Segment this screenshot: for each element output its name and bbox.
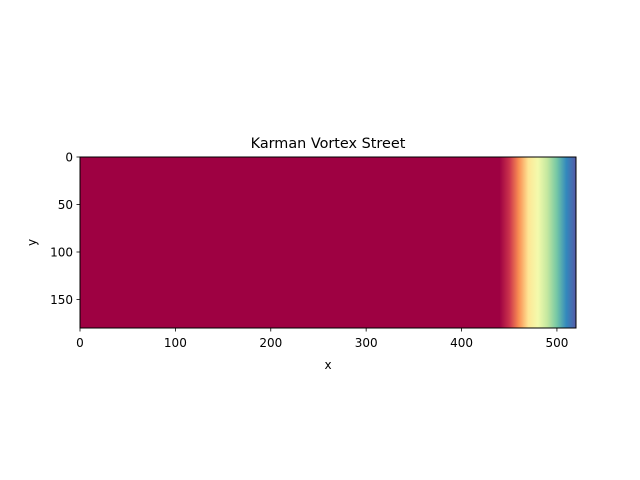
y-tick-label: 100 — [50, 246, 73, 260]
x-tick-label: 300 — [355, 336, 378, 350]
x-tick-label: 100 — [164, 336, 187, 350]
y-axis: 0 50 100 150 — [50, 151, 80, 307]
x-axis-label: x — [324, 358, 331, 372]
y-tick-label: 50 — [58, 198, 73, 212]
x-axis: 0 100 200 300 400 500 — [76, 328, 568, 350]
x-tick-label: 400 — [450, 336, 473, 350]
plot-area — [79, 156, 577, 329]
axes-frame — [79, 156, 577, 329]
y-tick-label: 0 — [65, 151, 73, 165]
x-tick-label: 200 — [259, 336, 282, 350]
x-tick-label: 500 — [545, 336, 568, 350]
x-tick-label: 0 — [76, 336, 84, 350]
chart-title: Karman Vortex Street — [251, 136, 406, 152]
y-axis-label: y — [25, 239, 39, 246]
y-tick-label: 150 — [50, 293, 73, 307]
vorticity-field-image — [80, 157, 576, 328]
